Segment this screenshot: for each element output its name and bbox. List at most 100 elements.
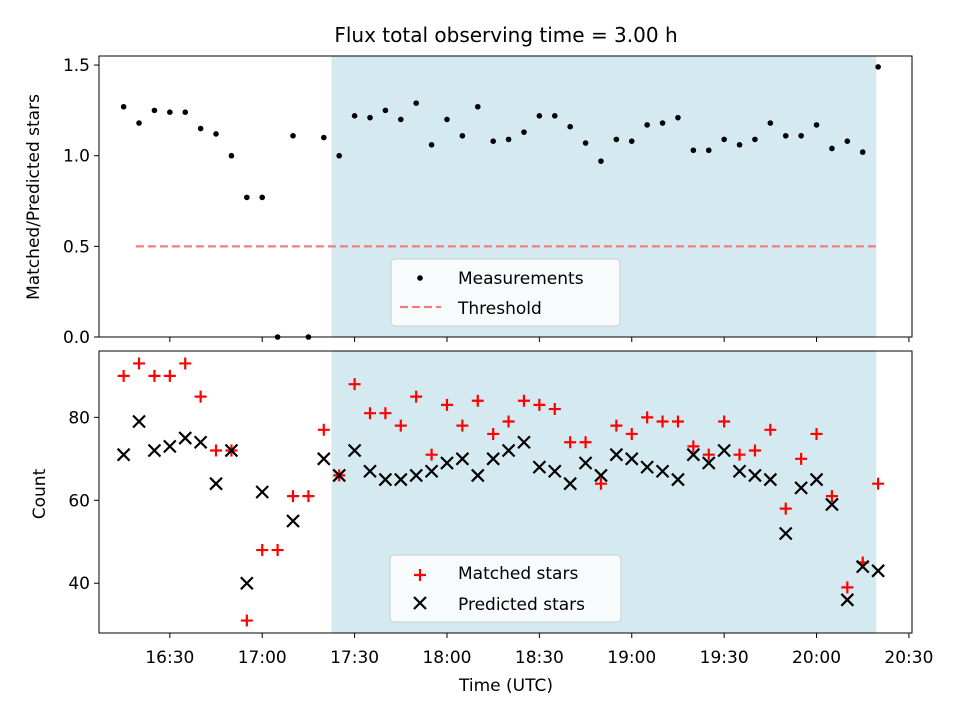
x-tick-label-5: 19:00	[607, 648, 656, 668]
predicted-star-point	[486, 452, 500, 466]
predicted-star-point	[855, 559, 870, 574]
predicted-star-point	[517, 435, 531, 450]
predicted-star-point	[532, 460, 547, 474]
matched-star-point	[210, 444, 223, 457]
predicted-star-point	[317, 452, 331, 466]
measurement-point	[613, 136, 620, 143]
predicted-star-point	[424, 464, 439, 479]
measurement-point	[382, 107, 389, 114]
predicted-star-point	[809, 472, 824, 487]
predicted-star-point	[178, 431, 193, 445]
matched-star-point	[179, 357, 192, 370]
measurement-point	[721, 136, 727, 143]
predicted-star-point	[578, 456, 593, 470]
measurement-point	[444, 116, 450, 123]
matched-star-point	[287, 490, 300, 503]
measurement-point	[859, 149, 866, 155]
matched-star-point	[810, 427, 823, 440]
matched-star-point	[872, 477, 885, 490]
bottom-panel-y-ticks: 40 60 80	[68, 408, 99, 594]
matched-star-point	[425, 448, 438, 461]
matched-star-point	[364, 407, 376, 420]
measurement-point	[182, 109, 189, 115]
x-axis-label: Time (UTC)	[458, 676, 553, 696]
bottom-panel-frame	[98, 350, 913, 634]
predicted-star-point	[624, 452, 639, 466]
top-legend-measurements-marker	[417, 275, 423, 281]
predicted-star-point	[655, 464, 670, 479]
matched-star-point	[533, 398, 546, 411]
predicted-star-point	[363, 464, 377, 479]
matched-star-point	[240, 614, 253, 627]
measurement-point	[505, 136, 512, 143]
measurement-point	[644, 122, 650, 128]
matched-star-point	[548, 403, 561, 416]
predicted-star-point	[163, 439, 177, 454]
measurement-point	[536, 113, 543, 119]
measurement-point	[336, 152, 343, 159]
predicted-star-point	[686, 447, 701, 462]
matched-star-point	[702, 448, 715, 461]
measurement-point	[598, 158, 604, 164]
matched-star-point	[656, 415, 669, 428]
top-legend-threshold-label: Threshold	[457, 299, 542, 319]
matched-star-point	[440, 398, 453, 411]
matched-star-point	[317, 423, 330, 436]
x-tick-label-7: 20:00	[792, 648, 841, 668]
matched-star-point	[825, 490, 838, 503]
matched-star-point	[841, 581, 854, 594]
measurement-point	[844, 138, 851, 145]
predicted-star-point	[825, 497, 839, 512]
matched-star-point	[487, 427, 500, 440]
x-tick-label-6: 19:30	[700, 648, 749, 668]
measurement-point	[228, 152, 235, 159]
predicted-star-point	[332, 468, 346, 483]
predicted-star-point	[671, 472, 685, 487]
measurement-point	[213, 131, 219, 137]
bottom-panel-ytick-label-0: 40	[68, 574, 90, 594]
predicted-star-point	[455, 452, 470, 466]
measurement-point	[474, 103, 481, 110]
top-panel-frame	[98, 55, 913, 338]
matched-star-point	[795, 452, 808, 465]
predicted-star-point	[224, 443, 239, 458]
measurement-point	[351, 113, 358, 119]
predicted-star-point	[471, 468, 485, 483]
measurement-point	[782, 132, 789, 139]
predicted-star-point	[594, 468, 608, 483]
bottom-legend-box	[389, 554, 622, 623]
bottom-legend-matched-label: Matched stars	[458, 564, 578, 584]
bottom-panel-x-ticks: 16:30 17:00 17:30 18:00 18:30 19:00 19:30 20:00…	[145, 633, 933, 668]
measurement-point	[628, 138, 635, 145]
bottom-panel: 40 60 80 16:30 17:00 17:30 18:00 18:30 19:00 19:…	[30, 350, 933, 696]
x-tick-label-4: 18:30	[515, 648, 564, 668]
matched-star-point	[394, 419, 407, 432]
measurement-point	[829, 145, 835, 152]
predicted-star-point	[778, 526, 793, 541]
matched-star-point	[625, 427, 638, 440]
measurement-point	[767, 120, 774, 126]
predicted-star-point	[563, 476, 577, 491]
bottom-legend-predicted-marker	[413, 596, 427, 610]
matched-star-point	[687, 440, 700, 453]
predicted-star-point	[132, 414, 146, 429]
predicted-star-point	[394, 472, 408, 487]
matched-star-point	[163, 369, 176, 382]
matched-star-point	[456, 419, 469, 432]
measurement-point	[875, 64, 881, 70]
predicted-star-point	[240, 576, 254, 591]
predicted-star-point	[701, 456, 716, 470]
measurement-point	[551, 113, 558, 119]
predicted-star-point	[501, 443, 516, 458]
bottom-panel-ytick-label-1: 60	[68, 491, 90, 511]
top-panel-x-ticks	[169, 337, 910, 342]
predicted-star-point	[609, 447, 624, 462]
matched-star-point	[748, 444, 761, 457]
measurement-point	[197, 125, 204, 132]
x-tick-label-8: 20:30	[884, 648, 933, 668]
matched-star-point	[671, 415, 684, 428]
top-panel-ylabel: Matched/Predicted stars	[24, 94, 44, 300]
matched-star-point	[594, 477, 607, 490]
predicted-star-point	[147, 443, 162, 458]
measurement-point	[813, 122, 820, 128]
